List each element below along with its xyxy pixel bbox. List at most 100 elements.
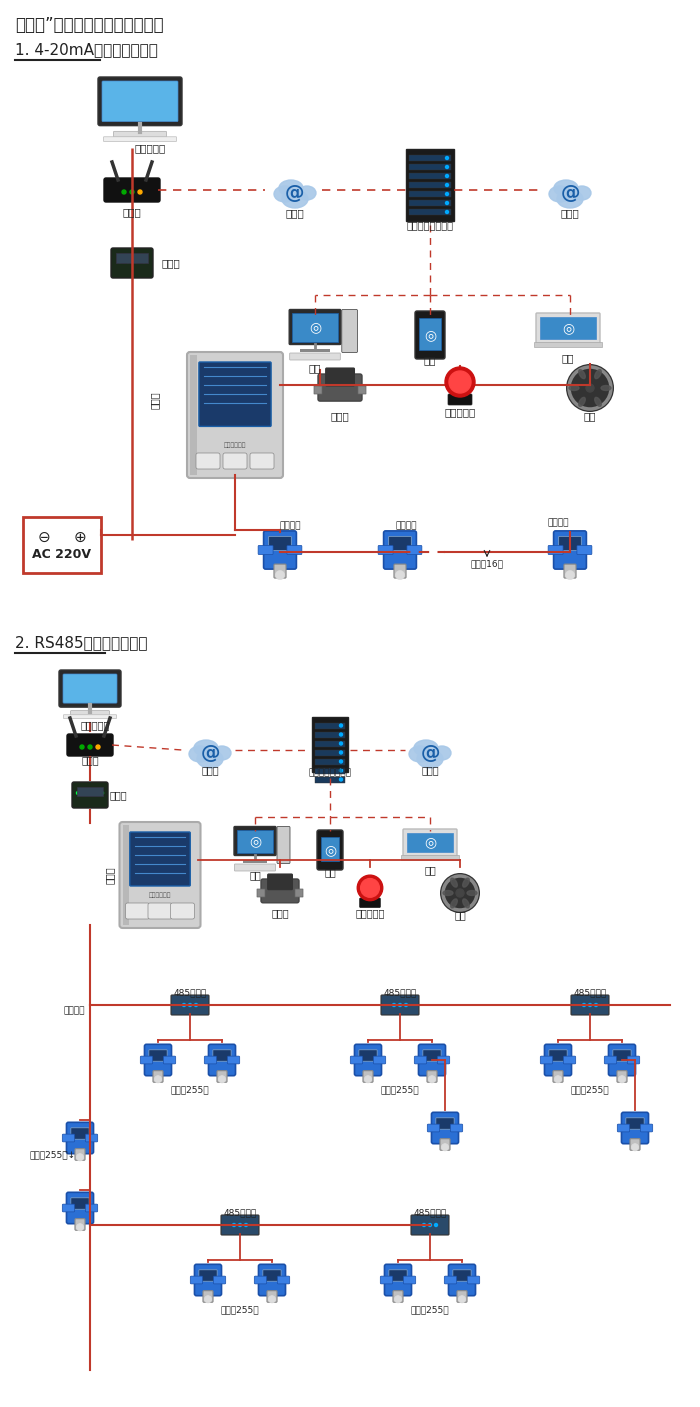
Ellipse shape [213,746,231,760]
FancyBboxPatch shape [122,825,129,924]
Text: ◎: ◎ [309,319,321,333]
Text: 风机: 风机 [584,411,596,421]
Ellipse shape [549,186,571,203]
Circle shape [232,1224,235,1227]
Circle shape [445,211,449,214]
Text: 信号输出: 信号输出 [64,1006,85,1016]
Circle shape [244,1224,248,1227]
Circle shape [445,183,449,187]
Text: 路由器: 路由器 [122,207,141,217]
Text: 485中继器: 485中继器 [174,989,206,998]
FancyBboxPatch shape [407,546,422,554]
FancyBboxPatch shape [257,889,265,898]
FancyBboxPatch shape [553,1071,563,1082]
Circle shape [155,1075,162,1083]
Text: 485中继器: 485中继器 [573,989,607,998]
FancyBboxPatch shape [217,1071,227,1082]
Text: ◎: ◎ [249,834,261,848]
Ellipse shape [451,878,457,888]
FancyBboxPatch shape [149,1050,167,1061]
FancyBboxPatch shape [457,1290,467,1303]
FancyBboxPatch shape [267,1290,277,1303]
FancyBboxPatch shape [171,903,195,919]
Text: 风机: 风机 [454,910,466,920]
FancyBboxPatch shape [59,670,121,708]
FancyBboxPatch shape [381,995,419,1014]
Circle shape [340,760,342,763]
FancyBboxPatch shape [389,1271,407,1282]
Circle shape [340,751,342,754]
Ellipse shape [554,180,578,196]
FancyBboxPatch shape [409,155,451,160]
Text: @: @ [420,743,440,763]
FancyBboxPatch shape [199,1271,217,1282]
Text: 安陷尔网络服务器: 安陷尔网络服务器 [309,768,351,778]
FancyBboxPatch shape [354,1044,382,1076]
FancyBboxPatch shape [315,767,345,774]
FancyBboxPatch shape [274,564,286,578]
Circle shape [76,1154,83,1161]
FancyBboxPatch shape [258,1265,286,1296]
FancyBboxPatch shape [423,1050,441,1061]
FancyBboxPatch shape [221,1216,259,1235]
Text: 单机版电脑: 单机版电脑 [80,720,110,730]
Circle shape [76,792,80,795]
FancyBboxPatch shape [617,1124,630,1131]
Text: ◎: ◎ [562,321,574,335]
FancyBboxPatch shape [66,1123,94,1154]
FancyBboxPatch shape [359,1050,377,1061]
Circle shape [445,201,449,204]
FancyBboxPatch shape [373,1057,386,1064]
Ellipse shape [579,397,585,407]
FancyBboxPatch shape [116,253,148,263]
FancyBboxPatch shape [237,830,273,853]
FancyBboxPatch shape [269,536,291,550]
Circle shape [445,174,449,177]
Circle shape [393,1003,395,1006]
FancyBboxPatch shape [326,369,354,386]
FancyBboxPatch shape [414,1057,427,1064]
Text: 终端: 终端 [561,353,574,363]
Ellipse shape [189,746,211,763]
Text: 485中继器: 485中继器 [414,1209,447,1217]
FancyBboxPatch shape [317,830,343,870]
FancyBboxPatch shape [75,1218,85,1230]
FancyBboxPatch shape [640,1124,652,1131]
Text: 转换器: 转换器 [110,789,127,801]
Text: 可连接255台: 可连接255台 [411,1306,449,1314]
FancyBboxPatch shape [378,546,393,554]
FancyBboxPatch shape [389,536,412,550]
Circle shape [586,384,594,393]
FancyBboxPatch shape [209,1044,235,1076]
Ellipse shape [197,750,223,768]
Text: 可连接255台: 可连接255台 [220,1306,259,1314]
Text: ◎: ◎ [324,843,336,857]
FancyBboxPatch shape [199,362,271,426]
Circle shape [276,570,284,580]
FancyBboxPatch shape [622,1113,648,1144]
FancyBboxPatch shape [190,355,197,476]
FancyBboxPatch shape [315,750,345,756]
FancyBboxPatch shape [111,248,153,279]
FancyBboxPatch shape [450,1124,463,1131]
Circle shape [442,1144,449,1151]
Ellipse shape [467,891,477,895]
FancyBboxPatch shape [393,1290,403,1303]
FancyBboxPatch shape [102,82,178,121]
Ellipse shape [573,186,591,200]
FancyBboxPatch shape [350,1057,363,1064]
Ellipse shape [409,746,431,763]
Circle shape [204,1296,211,1303]
Circle shape [405,1003,407,1006]
FancyBboxPatch shape [409,173,451,179]
FancyBboxPatch shape [203,1290,213,1303]
Circle shape [340,725,342,727]
FancyBboxPatch shape [295,889,303,898]
Text: 手机: 手机 [324,867,336,877]
FancyBboxPatch shape [315,732,345,737]
Text: 通讯线: 通讯线 [150,391,160,409]
Circle shape [566,364,614,412]
Text: 互联网: 互联网 [286,208,304,218]
Circle shape [340,733,342,736]
FancyBboxPatch shape [234,826,276,855]
